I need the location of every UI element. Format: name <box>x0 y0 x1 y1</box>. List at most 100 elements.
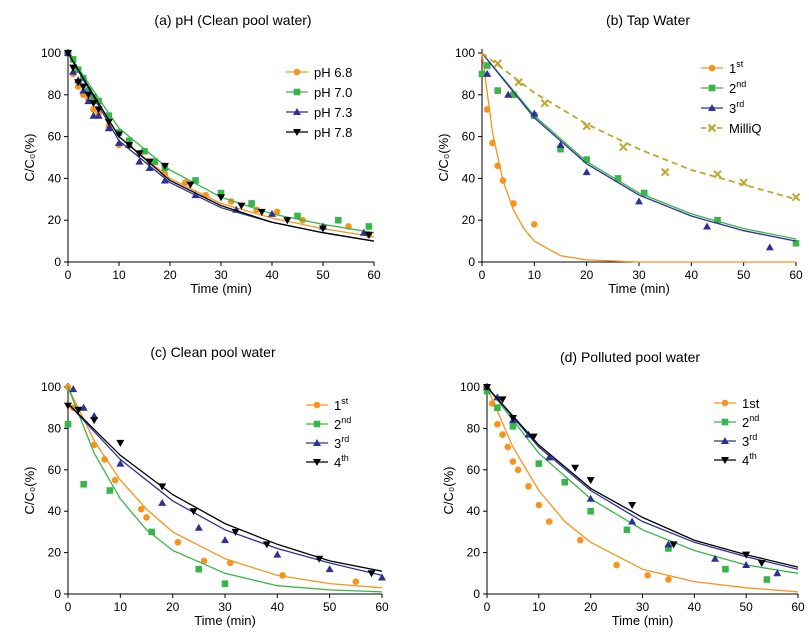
y-tick-label: 60 <box>462 130 476 144</box>
data-point <box>488 400 496 407</box>
legend-marker <box>293 88 301 96</box>
data-point <box>64 420 72 428</box>
series-3 <box>483 383 799 577</box>
legend-label: 2nd <box>742 413 759 430</box>
y-tick-label: 100 <box>41 46 61 60</box>
y-tick-label: 60 <box>48 130 62 144</box>
legend-superscript: nd <box>341 415 351 425</box>
legend-entry: 4th <box>714 451 757 468</box>
series-3 <box>67 385 386 581</box>
data-point <box>79 83 88 91</box>
data-point <box>268 209 276 217</box>
y-tick-label: 40 <box>467 504 481 518</box>
legend-superscript: th <box>341 453 349 463</box>
y-tick-label: 80 <box>462 88 476 102</box>
data-point <box>279 572 286 579</box>
data-point <box>504 90 513 98</box>
data-point <box>64 50 72 57</box>
data-point <box>273 208 281 216</box>
data-point <box>514 78 523 87</box>
data-point <box>493 393 502 401</box>
data-point <box>145 158 154 166</box>
legend-marker <box>313 401 321 409</box>
data-point <box>525 483 532 490</box>
data-point <box>494 420 501 428</box>
x-tick-label: 50 <box>323 600 337 614</box>
data-point <box>483 62 491 69</box>
data-point <box>248 200 255 207</box>
legend-entry: 4th <box>306 453 349 470</box>
x-tick-label: 0 <box>484 600 491 614</box>
x-tick-label: 40 <box>265 268 279 282</box>
legend-label: 1st <box>729 59 744 76</box>
legend-marker <box>293 108 301 115</box>
data-point <box>556 140 565 148</box>
legend-label: 3rd <box>334 434 349 451</box>
data-point <box>69 385 78 393</box>
legend-entry: pH 7.3 <box>286 105 352 120</box>
x-axis-label: Time (min) <box>194 613 256 628</box>
data-point <box>494 162 502 170</box>
y-tick-label: 0 <box>54 587 61 601</box>
data-point <box>586 477 595 485</box>
data-point <box>378 573 386 581</box>
legend-superscript: rd <box>341 434 349 444</box>
data-point <box>226 559 234 567</box>
y-tick-label: 60 <box>48 463 62 477</box>
chart-panel-2: (b) Tap Water 0 20 40 60 80 100 0 10 20 30 40 50 60 Ti… <box>436 12 803 296</box>
data-point <box>664 540 673 548</box>
legend-marker <box>721 457 729 464</box>
data-point <box>80 480 87 488</box>
x-tick-label: 30 <box>214 268 228 282</box>
data-point <box>186 181 195 189</box>
data-point <box>669 541 678 549</box>
data-point <box>161 170 169 178</box>
chart-title: (c) Clean pool water <box>150 344 276 360</box>
x-tick-label: 40 <box>271 600 285 614</box>
data-point <box>137 505 145 513</box>
legend-superscript: th <box>749 451 757 461</box>
legend-label: 1st <box>742 396 760 411</box>
data-point <box>619 142 628 152</box>
data-point <box>514 466 522 474</box>
x-tick-label: 0 <box>65 268 72 282</box>
legend-superscript: nd <box>736 79 746 89</box>
data-point <box>739 178 748 187</box>
data-point <box>508 415 517 423</box>
x-tick-label: 10 <box>112 268 126 282</box>
x-tick-label: 30 <box>218 600 232 614</box>
legend-entry: 2nd <box>714 413 759 430</box>
y-tick-label: 0 <box>473 587 480 601</box>
fit-line <box>67 403 383 572</box>
x-tick-label: 10 <box>528 268 542 282</box>
series-2 <box>64 386 383 593</box>
data-point <box>194 523 203 531</box>
data-point <box>509 458 517 465</box>
data-point <box>106 487 114 494</box>
legend-entry: 1st <box>701 59 744 76</box>
data-point <box>135 150 144 158</box>
data-point <box>195 565 203 573</box>
data-point <box>315 555 324 563</box>
y-tick-label: 60 <box>467 463 481 477</box>
data-point <box>182 179 189 186</box>
data-point <box>191 191 200 199</box>
x-tick-label: 0 <box>479 268 486 282</box>
data-point <box>294 212 301 220</box>
data-point <box>69 55 77 63</box>
series-4 <box>483 384 799 568</box>
data-point <box>483 387 491 395</box>
y-axis-label: C/C₀(%) <box>436 133 451 181</box>
y-tick-label: 100 <box>41 380 61 394</box>
x-tick-label: 60 <box>367 268 381 282</box>
series-1 <box>481 52 796 263</box>
data-point <box>577 536 584 544</box>
legend-marker <box>313 459 321 466</box>
fit-line <box>481 52 797 201</box>
legend-label: 2nd <box>334 415 351 432</box>
data-point <box>613 561 620 569</box>
data-point <box>791 193 801 202</box>
data-point <box>498 396 507 404</box>
data-point <box>101 456 108 463</box>
